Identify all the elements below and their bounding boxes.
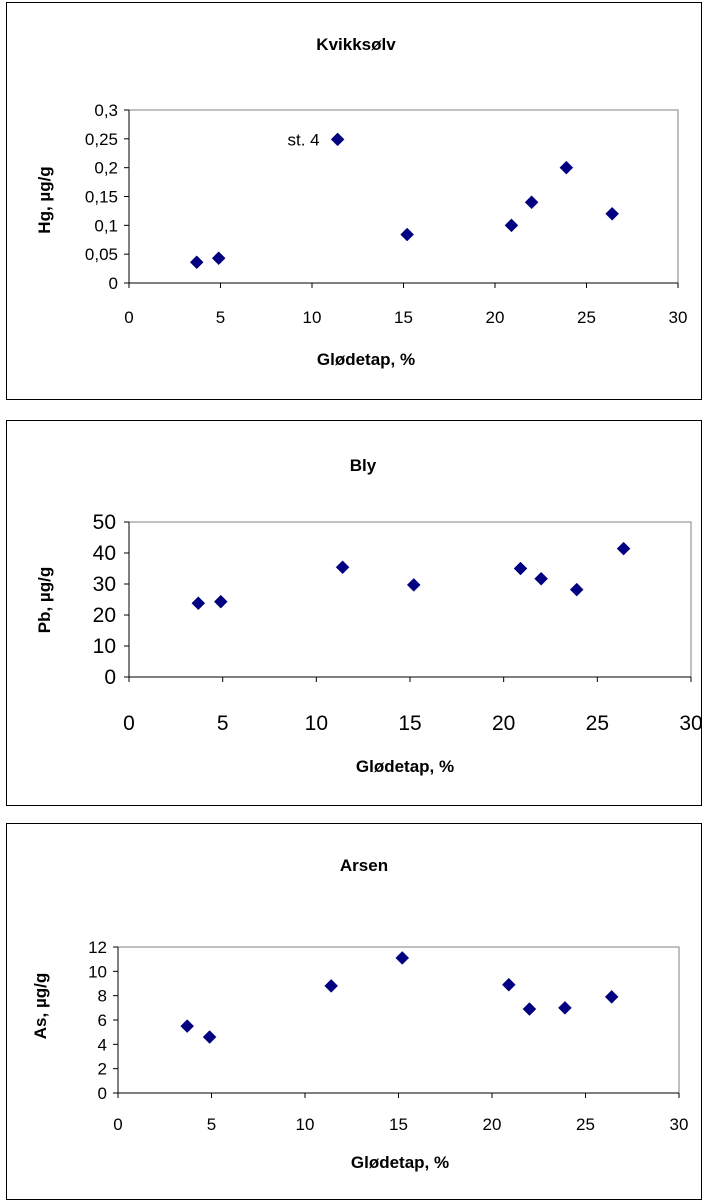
y-axis-label: Hg, µg/g <box>35 166 54 233</box>
annotation-label: st. 4 <box>287 130 319 149</box>
y-tick-label: 0,1 <box>94 216 118 235</box>
plot-area <box>117 946 680 1094</box>
chart-panel-arsenic: Arsen Glødetap, % As, µg/g 0 5 10 15 20 25 30 0… <box>6 823 702 1200</box>
x-tick-label: 0 <box>124 308 133 327</box>
data-point <box>400 227 415 242</box>
x-tick-label: 10 <box>305 712 328 735</box>
data-point <box>501 977 516 992</box>
y-tick-label: 4 <box>98 1035 107 1054</box>
y-tick-label: 8 <box>98 987 107 1006</box>
y-tick-label: 30 <box>93 573 116 596</box>
chart-panel-lead: Bly Glødetap, % Pb, µg/g 0 5 10 15 20 25 30 0 10… <box>6 420 703 806</box>
x-axis-label: Glødetap, % <box>351 1153 449 1172</box>
data-point <box>395 951 410 965</box>
x-tick-label: 20 <box>492 712 515 735</box>
chart-panel-mercury: Kvikksølv Glødetap, % Hg, µg/g 0 5 10 15 20 2… <box>6 2 702 400</box>
y-tick-label: 10 <box>88 962 107 981</box>
y-tick-label: 40 <box>93 542 116 565</box>
x-tick-label: 25 <box>577 308 596 327</box>
x-axis-label: Glødetap, % <box>317 350 415 369</box>
x-tick-label: 15 <box>389 1115 408 1134</box>
y-tick-label: 0 <box>109 274 118 293</box>
y-tick-label: 12 <box>88 938 107 957</box>
plot-area <box>128 109 679 284</box>
y-tick-label: 0,15 <box>85 188 118 207</box>
x-tick-label: 20 <box>483 1115 502 1134</box>
x-tick-label: 5 <box>216 308 225 327</box>
data-point <box>211 251 226 266</box>
chart-title: Bly <box>350 456 377 475</box>
data-point <box>522 1002 537 1016</box>
data-point <box>604 990 619 1004</box>
data-point <box>202 1030 217 1044</box>
y-tick-label: 6 <box>98 1011 107 1030</box>
x-tick-label: 30 <box>670 1115 689 1134</box>
x-tick-label: 20 <box>486 308 505 327</box>
x-axis-label: Glødetap, % <box>356 757 454 776</box>
chart-title: Arsen <box>340 856 388 875</box>
plot-area <box>128 521 692 678</box>
data-point <box>324 979 339 993</box>
x-tick-label: 10 <box>296 1115 315 1134</box>
data-point <box>504 218 519 233</box>
y-tick-label: 0,05 <box>85 245 118 264</box>
chart-title: Kvikksølv <box>316 35 396 54</box>
x-tick-label: 0 <box>113 1115 122 1134</box>
data-point <box>180 1019 195 1033</box>
x-tick-label: 25 <box>586 712 609 735</box>
data-point <box>616 541 631 556</box>
data-point <box>191 596 206 611</box>
data-point <box>335 560 350 575</box>
x-tick-label: 5 <box>207 1115 216 1134</box>
x-tick-label: 0 <box>123 712 135 735</box>
chart-arsenic: Arsen Glødetap, % As, µg/g 0 5 10 15 20 25 30 0… <box>31 856 689 1172</box>
data-point <box>213 594 228 609</box>
y-tick-label: 0,2 <box>94 159 118 178</box>
x-tick-label: 5 <box>217 712 229 735</box>
data-point <box>406 578 421 592</box>
y-axis-label: Pb, µg/g <box>35 567 54 633</box>
x-tick-label: 30 <box>669 308 688 327</box>
y-tick-label: 0 <box>104 666 116 689</box>
y-tick-label: 0,3 <box>94 101 118 120</box>
y-tick-label: 10 <box>93 635 116 658</box>
data-point <box>513 561 528 576</box>
x-tick-label: 25 <box>576 1115 595 1134</box>
y-tick-label: 50 <box>93 511 116 534</box>
x-tick-label: 30 <box>679 712 702 735</box>
y-tick-label: 20 <box>93 604 116 627</box>
data-point <box>524 195 539 210</box>
data-point <box>605 206 619 221</box>
y-tick-label: 0 <box>98 1084 107 1103</box>
data-point <box>189 255 204 270</box>
chart-lead: Bly Glødetap, % Pb, µg/g 0 5 10 15 20 25 30 0 10… <box>35 456 703 776</box>
data-point <box>569 582 584 597</box>
chart-mercury: Kvikksølv Glødetap, % Hg, µg/g 0 5 10 15 20 2… <box>35 35 688 369</box>
data-point <box>558 1000 572 1015</box>
y-tick-label: 0,25 <box>85 130 118 149</box>
data-point <box>534 571 548 586</box>
y-axis-label: As, µg/g <box>31 973 50 1039</box>
x-tick-label: 15 <box>398 712 421 735</box>
x-tick-label: 10 <box>303 308 322 327</box>
y-tick-label: 2 <box>98 1060 107 1079</box>
data-point <box>559 160 574 175</box>
x-tick-label: 15 <box>394 308 413 327</box>
data-point <box>330 132 345 147</box>
